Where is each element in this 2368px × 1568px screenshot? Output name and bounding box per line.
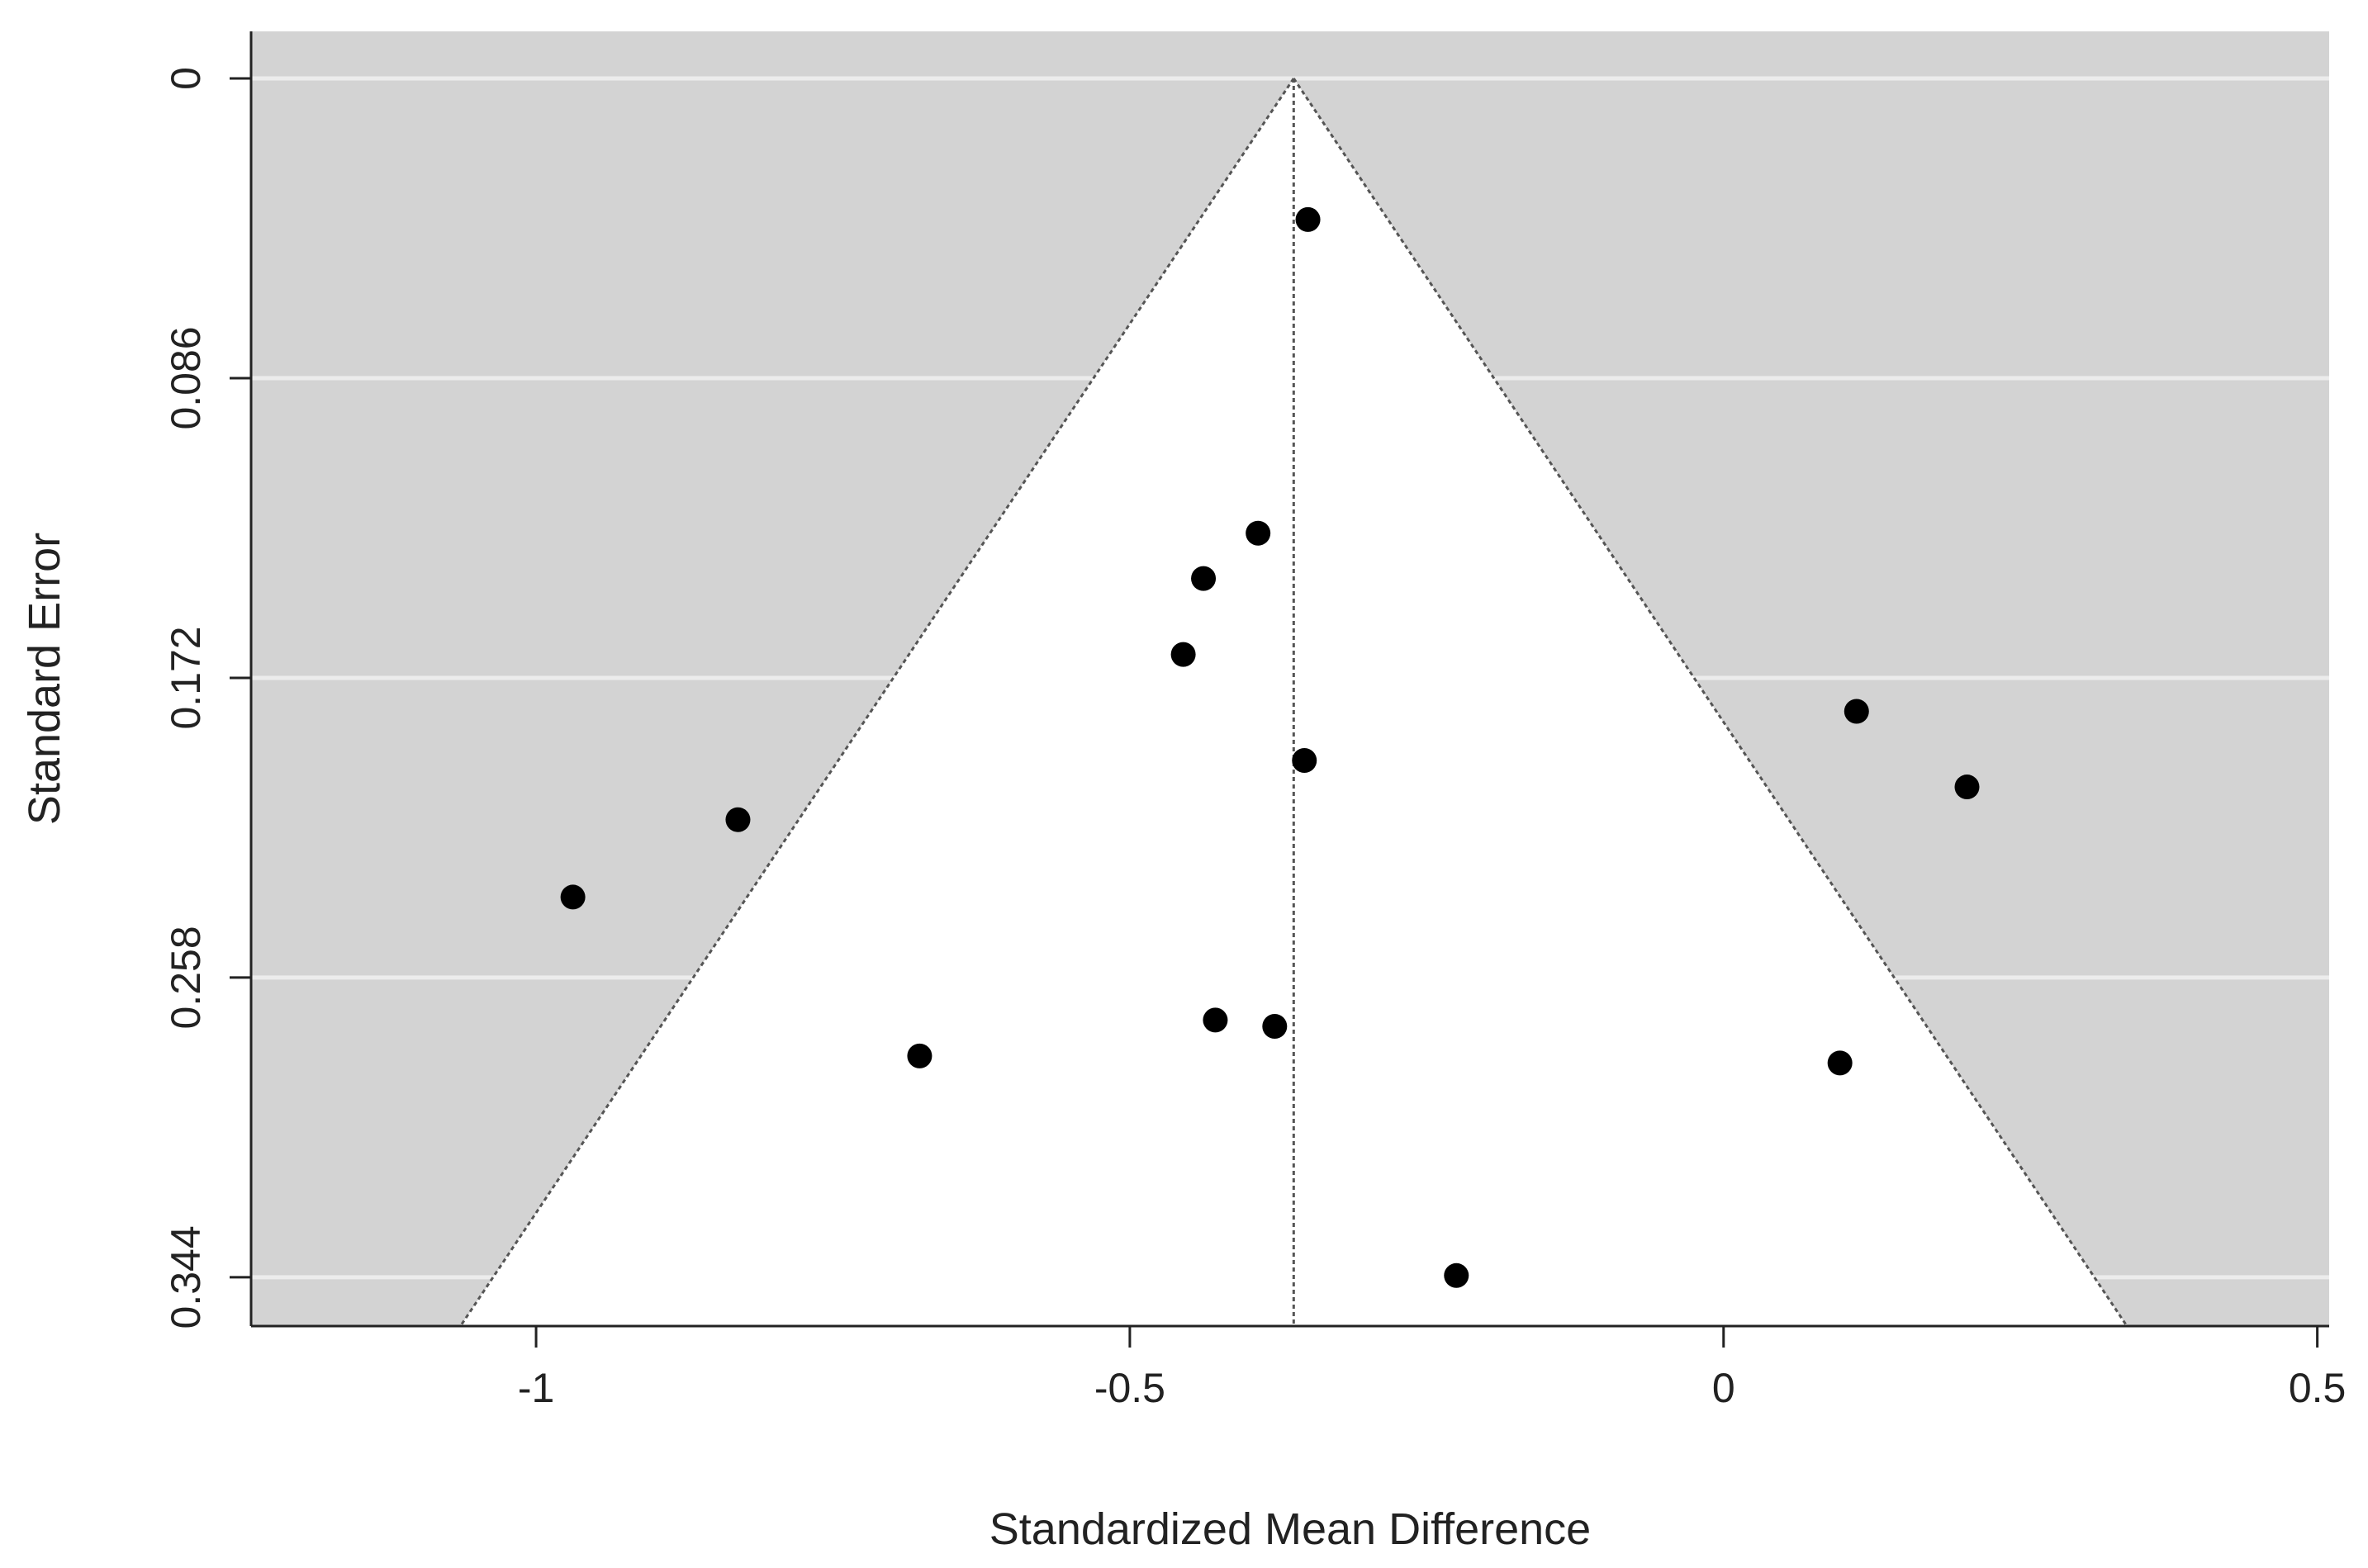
study-point: [1954, 775, 1980, 800]
plot-area: [251, 31, 2329, 1326]
y-tick-label: 0.086: [163, 326, 209, 429]
study-point: [1827, 1050, 1853, 1076]
x-tick-label: 0.5: [2289, 1365, 2347, 1411]
study-point: [1844, 699, 1869, 724]
study-point: [1170, 642, 1196, 667]
study-point: [907, 1043, 932, 1068]
funnel-left-boundary: [459, 78, 1295, 1326]
study-point: [1246, 520, 1271, 546]
x-tick-label: -0.5: [1094, 1365, 1165, 1411]
x-tick-label: 0: [1712, 1365, 1735, 1411]
y-axis-title: Standard Error: [20, 533, 69, 825]
study-point: [1203, 1007, 1228, 1033]
axes: -1 -0.5 0 0.5 0 0.086 0.172 0.258 0.344: [163, 31, 2346, 1411]
funnel-region: [460, 78, 2128, 1326]
study-point: [1191, 566, 1217, 591]
study-point: [1444, 1262, 1469, 1288]
x-tick-label: -1: [518, 1365, 554, 1411]
y-tick-label: 0.258: [163, 926, 209, 1029]
y-tick-label: 0.172: [163, 626, 209, 729]
y-tick-label: 0: [163, 67, 209, 90]
funnel-right-boundary: [1293, 78, 2128, 1326]
study-point: [725, 807, 751, 832]
x-axis-title: Standardized Mean Difference: [989, 1504, 1591, 1554]
study-point: [1292, 747, 1317, 773]
study-point: [560, 884, 586, 910]
study-point: [1262, 1014, 1288, 1040]
study-point: [1295, 206, 1321, 232]
y-tick-label: 0.344: [163, 1225, 209, 1329]
